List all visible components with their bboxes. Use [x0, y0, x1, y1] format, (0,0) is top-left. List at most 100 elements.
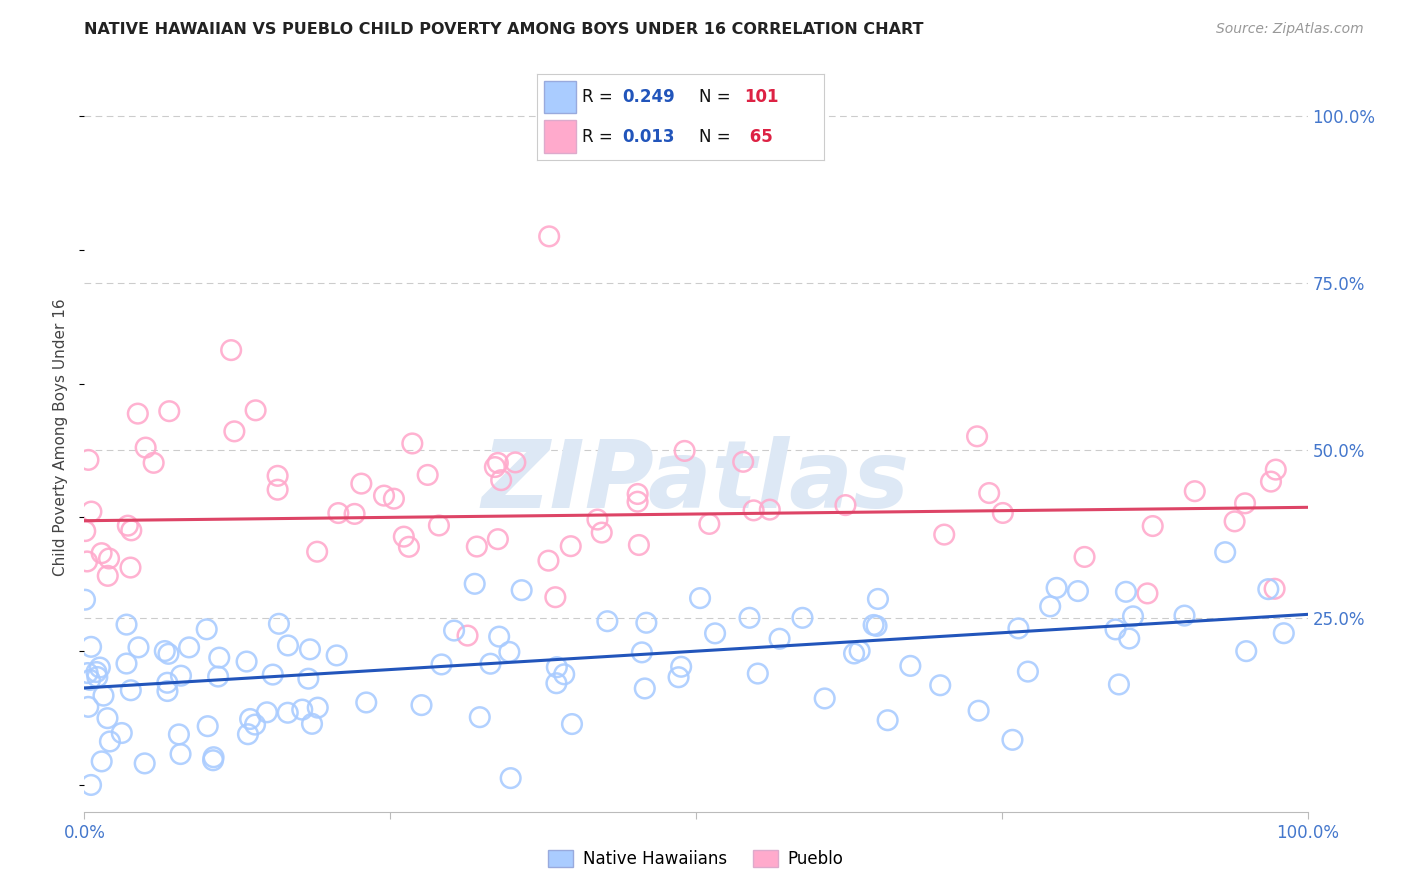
Point [510, 583, 533, 598]
Point [1173, 608, 1195, 623]
Point [90, 755, 112, 769]
Point [544, 591, 567, 605]
Point [98, 734, 121, 748]
Point [586, 512, 609, 526]
Point [538, 229, 561, 244]
Point [86, 665, 108, 679]
Point [307, 544, 329, 558]
Point [561, 717, 583, 731]
Point [1039, 599, 1062, 614]
Point [484, 460, 506, 475]
Point [1223, 514, 1246, 528]
Point [277, 639, 299, 653]
Point [834, 498, 856, 512]
Point [486, 456, 509, 470]
Point [1264, 582, 1286, 596]
Point [1007, 621, 1029, 635]
Point [77, 453, 100, 467]
Point [934, 527, 956, 541]
Point [224, 425, 246, 439]
Point [291, 703, 314, 717]
Point [328, 506, 350, 520]
Point [488, 630, 510, 644]
Point [1045, 581, 1067, 595]
Point [742, 503, 765, 517]
Point [356, 696, 378, 710]
Point [76, 554, 98, 568]
Point [759, 502, 782, 516]
Point [457, 629, 479, 643]
Point [97, 569, 120, 583]
Point [1234, 644, 1257, 658]
Text: NATIVE HAWAIIAN VS PUEBLO CHILD POVERTY AMONG BOYS UNDER 16 CORRELATION CHART: NATIVE HAWAIIAN VS PUEBLO CHILD POVERTY … [84, 22, 924, 37]
Point [301, 716, 323, 731]
Point [1142, 519, 1164, 533]
Point [127, 640, 149, 655]
Point [468, 710, 491, 724]
Point [929, 678, 952, 692]
Point [560, 539, 582, 553]
Point [546, 660, 568, 674]
Point [634, 681, 657, 696]
Point [177, 640, 200, 655]
Point [631, 645, 654, 659]
Point [111, 726, 134, 740]
Point [96, 711, 118, 725]
Point [76, 666, 98, 681]
Point [865, 619, 887, 633]
Point [236, 727, 259, 741]
Point [115, 617, 138, 632]
Point [219, 343, 242, 358]
Point [866, 591, 889, 606]
Point [167, 727, 190, 741]
Point [298, 642, 321, 657]
Point [1213, 545, 1236, 559]
Point [464, 577, 486, 591]
Point [1257, 582, 1279, 596]
Point [747, 666, 769, 681]
Point [277, 706, 299, 720]
Point [486, 532, 509, 546]
Point [814, 691, 837, 706]
Point [93, 689, 115, 703]
Point [704, 626, 727, 640]
Point [1234, 496, 1257, 510]
Point [398, 540, 420, 554]
Point [202, 753, 225, 767]
Point [842, 647, 865, 661]
Point [266, 483, 288, 497]
Point [627, 538, 650, 552]
Point [208, 650, 231, 665]
Point [591, 525, 613, 540]
Point [90, 546, 112, 560]
Point [75, 524, 97, 538]
Point [427, 518, 450, 533]
Point [266, 468, 288, 483]
Point [142, 456, 165, 470]
Point [898, 659, 921, 673]
Point [202, 750, 225, 764]
Point [156, 675, 179, 690]
Point [401, 436, 423, 450]
Point [1264, 462, 1286, 476]
Point [689, 591, 711, 606]
Point [596, 614, 619, 628]
Point [546, 676, 568, 690]
Point [267, 616, 290, 631]
Point [1118, 632, 1140, 646]
Point [699, 516, 721, 531]
Point [1017, 665, 1039, 679]
Point [392, 530, 415, 544]
Point [626, 494, 648, 508]
Point [416, 467, 439, 482]
Point [1115, 584, 1137, 599]
Point [86, 670, 108, 684]
Point [443, 624, 465, 638]
Point [848, 644, 870, 658]
Point [465, 540, 488, 554]
Point [967, 704, 990, 718]
Point [537, 554, 560, 568]
Point [239, 712, 262, 726]
Point [197, 719, 219, 733]
Point [499, 771, 522, 785]
